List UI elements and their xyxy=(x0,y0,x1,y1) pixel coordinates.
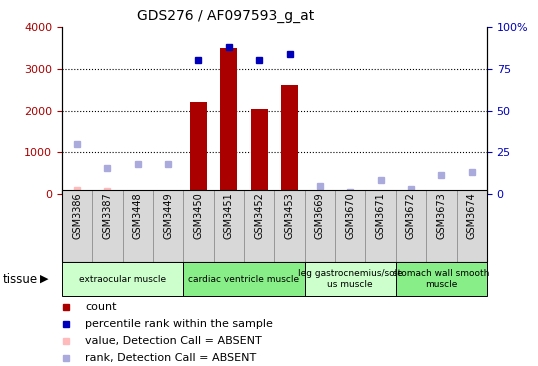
Text: GSM3674: GSM3674 xyxy=(466,193,477,239)
Text: value, Detection Call = ABSENT: value, Detection Call = ABSENT xyxy=(85,336,262,346)
Text: leg gastrocnemius/sole
us muscle: leg gastrocnemius/sole us muscle xyxy=(298,269,403,289)
Bar xyxy=(62,262,183,296)
Bar xyxy=(281,85,298,194)
Text: stomach wall smooth
muscle: stomach wall smooth muscle xyxy=(393,269,490,289)
Bar xyxy=(396,190,426,262)
Text: GSM3671: GSM3671 xyxy=(376,193,386,239)
Text: GSM3449: GSM3449 xyxy=(163,193,173,239)
Bar xyxy=(183,262,305,296)
Text: rank, Detection Call = ABSENT: rank, Detection Call = ABSENT xyxy=(85,352,257,363)
Bar xyxy=(183,190,214,262)
Bar xyxy=(426,190,457,262)
Text: GSM3448: GSM3448 xyxy=(133,193,143,239)
Bar xyxy=(123,190,153,262)
Text: GSM3386: GSM3386 xyxy=(72,193,82,239)
Text: GSM3450: GSM3450 xyxy=(194,193,203,239)
Bar xyxy=(153,190,183,262)
Bar xyxy=(305,262,396,296)
Bar xyxy=(274,190,305,262)
Bar xyxy=(214,190,244,262)
Bar xyxy=(365,190,396,262)
Bar xyxy=(396,262,487,296)
Bar xyxy=(244,190,274,262)
Text: cardiac ventricle muscle: cardiac ventricle muscle xyxy=(188,274,300,284)
Text: tissue: tissue xyxy=(3,273,38,285)
Bar xyxy=(92,190,123,262)
Text: GSM3451: GSM3451 xyxy=(224,193,234,239)
Text: GSM3452: GSM3452 xyxy=(254,193,264,239)
Text: GDS276 / AF097593_g_at: GDS276 / AF097593_g_at xyxy=(137,9,315,23)
Text: GSM3387: GSM3387 xyxy=(102,193,112,239)
Bar xyxy=(190,102,207,194)
Bar xyxy=(457,190,487,262)
Bar xyxy=(221,48,237,194)
Text: extraocular muscle: extraocular muscle xyxy=(79,274,166,284)
Bar xyxy=(251,109,267,194)
Bar xyxy=(305,190,335,262)
Text: percentile rank within the sample: percentile rank within the sample xyxy=(85,319,273,329)
Bar xyxy=(62,190,92,262)
Text: GSM3672: GSM3672 xyxy=(406,193,416,239)
Text: GSM3453: GSM3453 xyxy=(285,193,295,239)
Text: GSM3673: GSM3673 xyxy=(436,193,447,239)
Text: ▶: ▶ xyxy=(40,274,49,284)
Text: GSM3669: GSM3669 xyxy=(315,193,325,239)
Bar xyxy=(335,190,365,262)
Text: count: count xyxy=(85,302,117,312)
Text: GSM3670: GSM3670 xyxy=(345,193,355,239)
